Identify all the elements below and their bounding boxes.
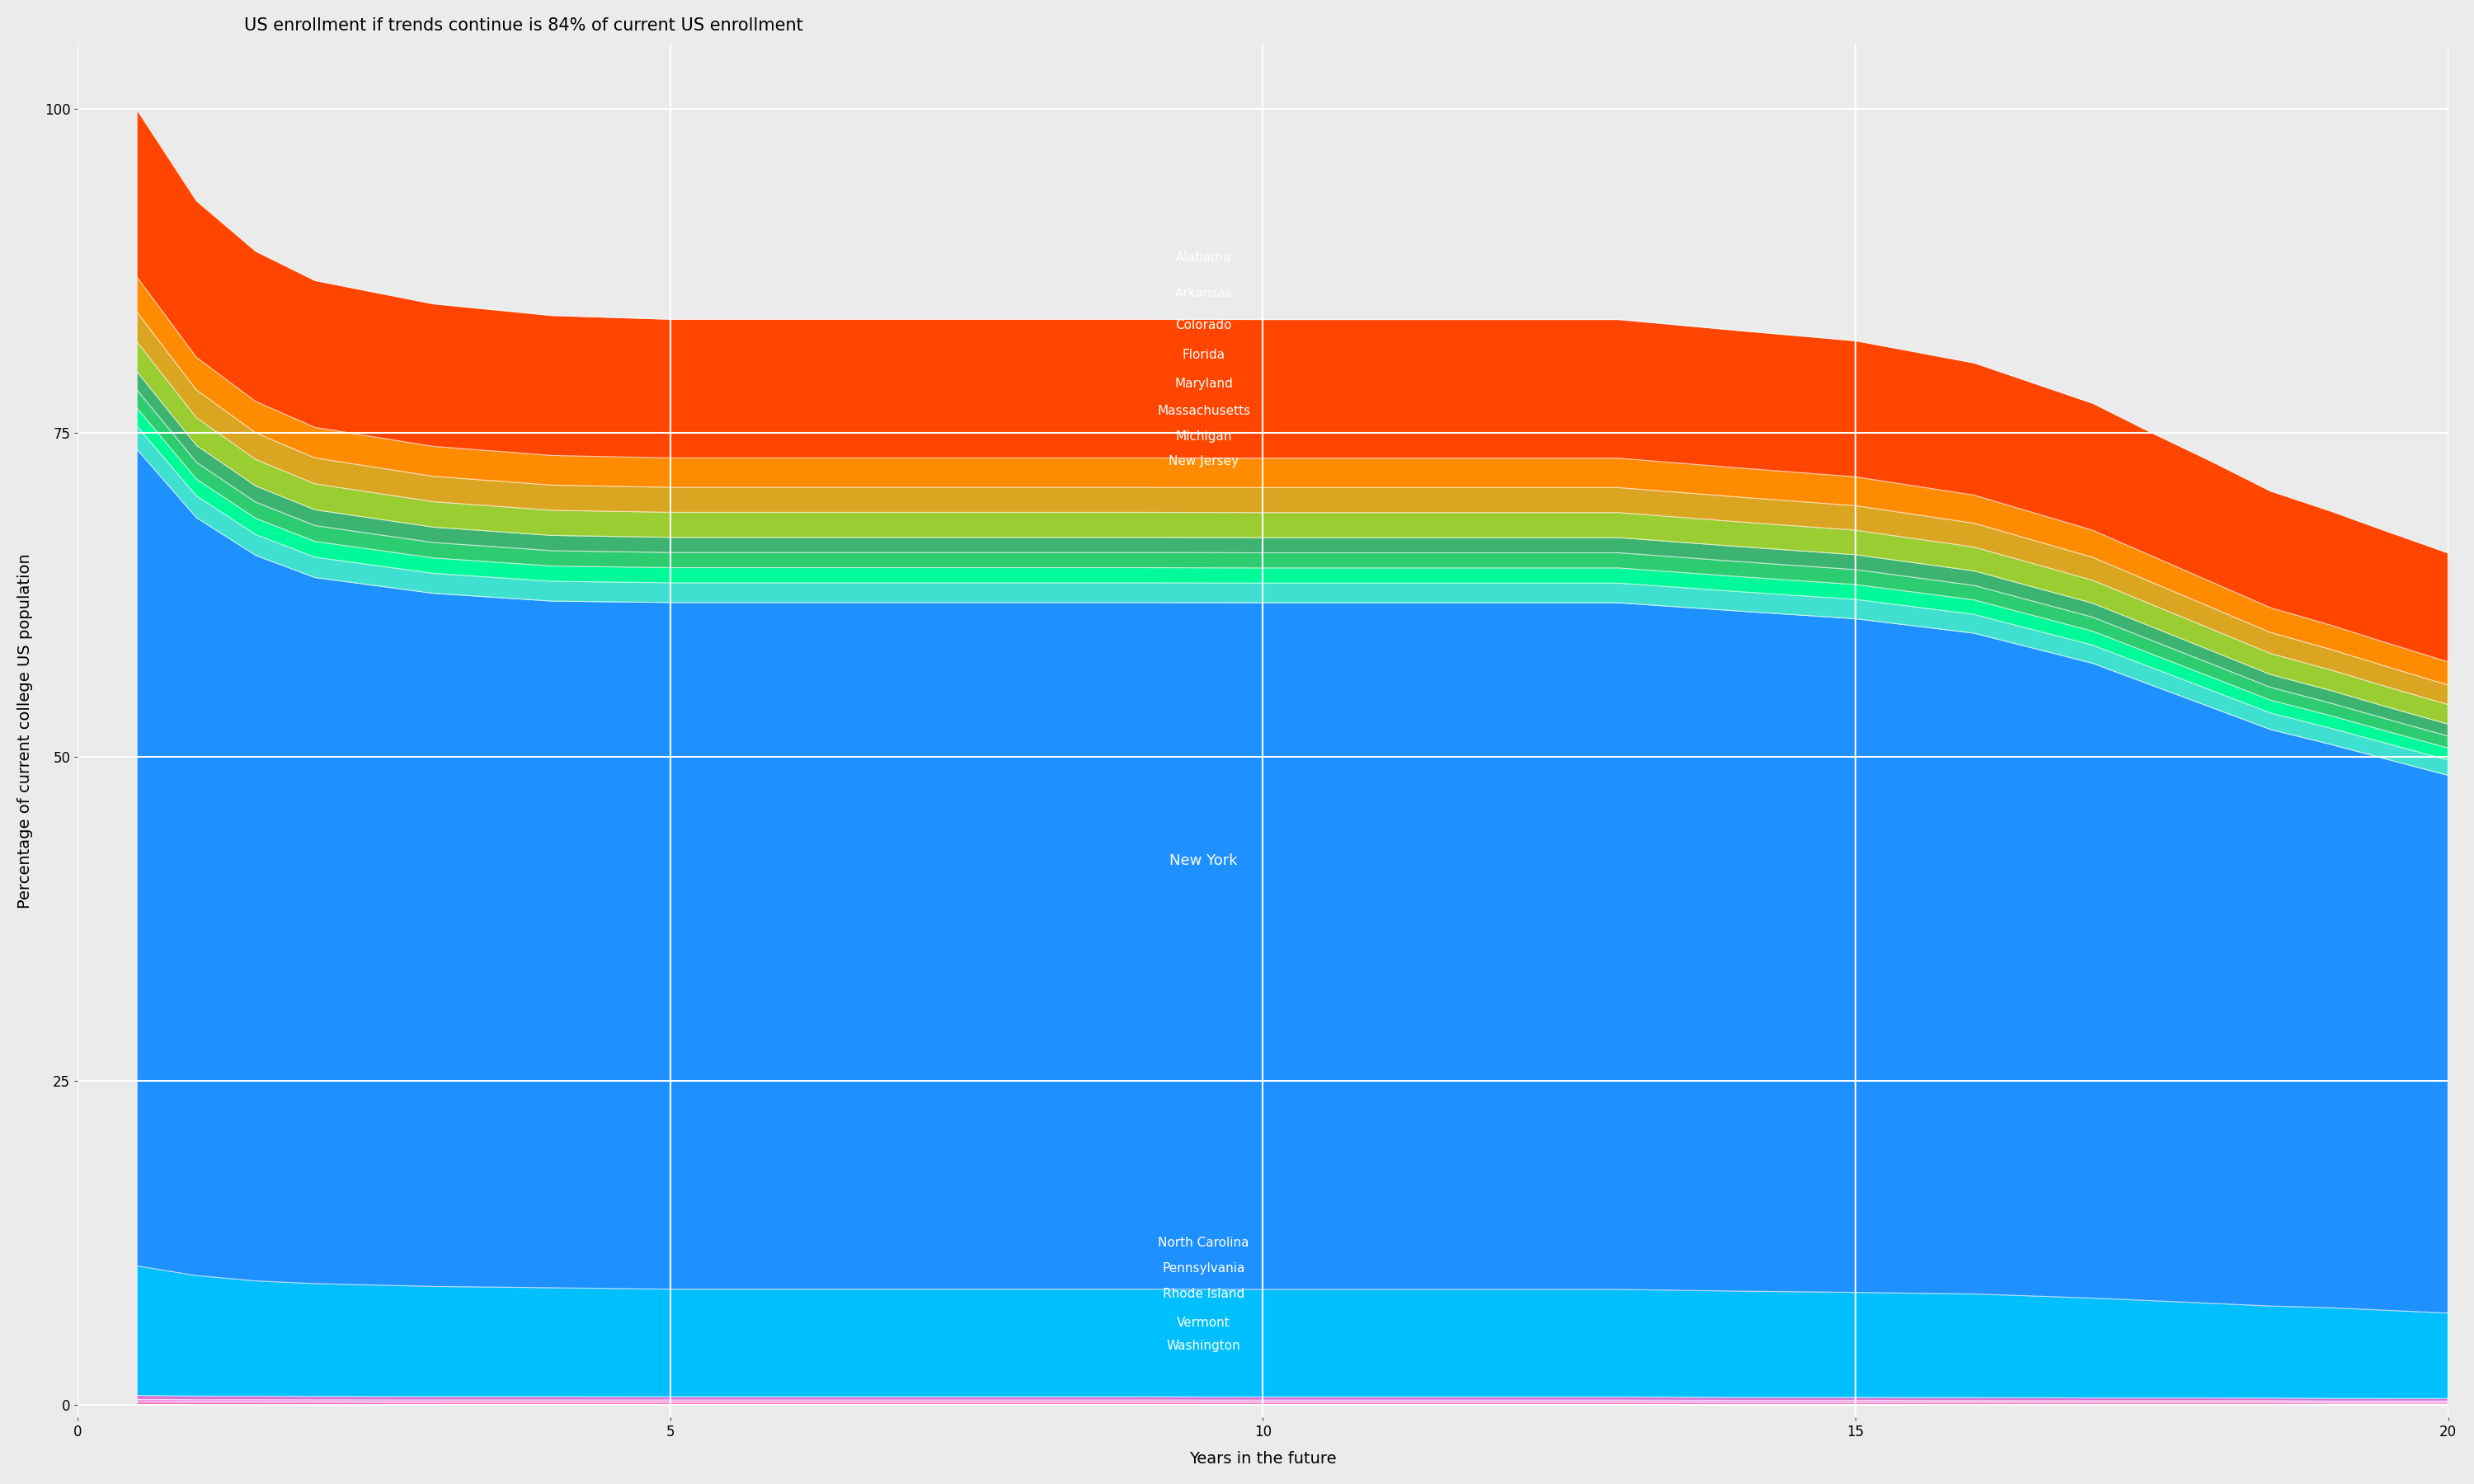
Text: Washington: Washington [1168,1340,1242,1352]
Text: Massachusetts: Massachusetts [1158,405,1249,417]
Text: Pennsylvania: Pennsylvania [1163,1263,1244,1275]
X-axis label: Years in the future: Years in the future [1190,1451,1336,1466]
Text: US enrollment if trends continue is 84% of current US enrollment: US enrollment if trends continue is 84% … [245,18,802,34]
Text: North Carolina: North Carolina [1158,1236,1249,1248]
Text: Maryland: Maryland [1175,377,1232,390]
Text: Florida: Florida [1183,349,1225,361]
Text: New Jersey: New Jersey [1168,456,1239,467]
Y-axis label: Percentage of current college US population: Percentage of current college US populat… [17,554,32,908]
Text: Arkansas: Arkansas [1175,286,1232,300]
Text: Vermont: Vermont [1178,1316,1230,1330]
Text: Michigan: Michigan [1175,430,1232,442]
Text: New York: New York [1170,853,1237,868]
Text: Colorado: Colorado [1175,319,1232,331]
Text: Alabama: Alabama [1175,252,1232,264]
Text: Rhode Island: Rhode Island [1163,1288,1244,1300]
